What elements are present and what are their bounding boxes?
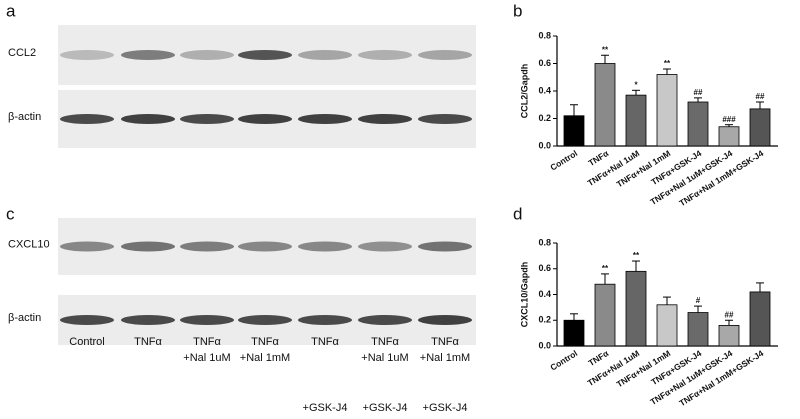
blot-band (180, 315, 234, 325)
lane-label: +GSK-J4 (303, 402, 348, 414)
bar (656, 304, 678, 347)
significance-label: ### (722, 115, 736, 124)
blot-band (121, 50, 175, 60)
significance-label: ## (694, 88, 703, 97)
blot-band (358, 50, 412, 60)
lane-label: +GSK-J4 (423, 402, 468, 414)
blot-band (60, 315, 114, 325)
y-tick-label: 0.2 (538, 315, 551, 325)
blot-band (358, 315, 412, 325)
significance-label: ## (756, 92, 765, 101)
lane-label: +GSK-J4 (363, 402, 408, 414)
y-tick-label: 0.2 (538, 113, 551, 123)
lane-label: TNFα (371, 336, 399, 348)
y-axis-label: CXCL10/Gapdh (519, 262, 529, 328)
y-axis-label: CCL2/Gapdh (519, 64, 529, 119)
blot-band (180, 114, 234, 124)
y-tick-label: 0.8 (538, 30, 551, 40)
significance-label: ## (725, 310, 734, 319)
bar (749, 108, 771, 147)
blot-band (238, 315, 292, 325)
blot-band (298, 241, 352, 252)
lane-label: TNFα (193, 336, 221, 348)
lane-label: +Nal 1uM (183, 352, 230, 364)
lane-label: +Nal 1uM (361, 352, 408, 364)
panel-letter: c (6, 204, 15, 223)
blot-band (418, 50, 472, 60)
panel-letter: b (513, 1, 522, 20)
bar (718, 126, 740, 147)
bar (625, 94, 647, 147)
bar (749, 291, 771, 347)
bar (687, 101, 709, 147)
blot-label: CCL2 (8, 47, 36, 59)
blot-band (60, 114, 114, 124)
y-tick-label: 0.8 (538, 237, 551, 247)
significance-label: * (634, 80, 638, 89)
significance-label: ** (602, 264, 609, 273)
blot-band (60, 241, 114, 252)
x-tick-label: Control (548, 148, 579, 172)
panel-letter: a (6, 1, 16, 20)
blot-label: β-actin (8, 312, 41, 324)
y-tick-label: 0.6 (538, 263, 551, 273)
panel-letter: d (513, 204, 522, 223)
blot-band (418, 315, 472, 325)
blot-band (180, 50, 234, 60)
lane-label: TNFα (134, 336, 162, 348)
bar (563, 115, 585, 147)
blot-band (298, 114, 352, 124)
y-tick-label: 0.4 (538, 289, 551, 299)
blot-band (358, 241, 412, 252)
lane-label: TNFα (431, 336, 459, 348)
significance-label: ** (633, 251, 640, 260)
lane-label: +Nal 1mM (420, 352, 470, 364)
blot-band (121, 241, 175, 252)
blot-band (60, 50, 114, 60)
bar (718, 324, 740, 347)
blot-band (121, 114, 175, 124)
blot-band (418, 114, 472, 124)
bar (594, 63, 616, 147)
significance-label: ** (664, 59, 671, 68)
y-tick-label: 0.6 (538, 58, 551, 68)
y-tick-label: 0.0 (538, 340, 551, 350)
bar (687, 312, 709, 347)
blot-band (238, 50, 292, 60)
lane-label: +Nal 1mM (240, 352, 290, 364)
y-tick-label: 0.4 (538, 85, 551, 95)
blot-band (298, 50, 352, 60)
bar (594, 283, 616, 347)
blot-band (298, 315, 352, 325)
blot-label: CXCL10 (8, 238, 50, 250)
y-tick-label: 0.0 (538, 140, 551, 150)
blot-label: β-actin (8, 111, 41, 123)
blot-band (358, 114, 412, 124)
significance-label: # (696, 296, 701, 305)
lane-label: TNFα (251, 336, 279, 348)
blot-band (180, 241, 234, 252)
bar (563, 319, 585, 347)
x-tick-label: Control (548, 348, 579, 372)
blot-band (121, 315, 175, 325)
bar (625, 270, 647, 347)
blot-band (238, 241, 292, 252)
lane-label: Control (69, 336, 104, 348)
lane-label: TNFα (311, 336, 339, 348)
blot-band (238, 114, 292, 124)
significance-label: ** (602, 45, 609, 54)
blot-band (418, 241, 472, 252)
bar (656, 74, 678, 147)
